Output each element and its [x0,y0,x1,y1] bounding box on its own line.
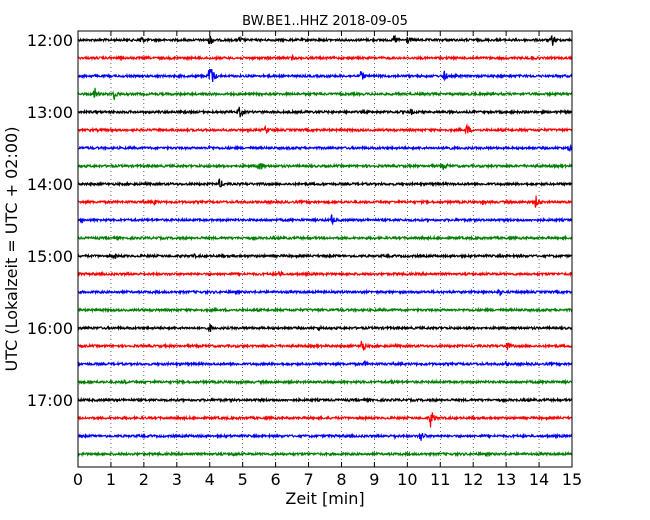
trace-1415 [77,195,573,208]
y-tick-label: 13:00 [27,103,73,122]
trace-1330 [77,143,573,153]
x-tick-label: 10 [397,470,417,489]
trace-1715 [77,412,573,428]
x-tick-label: 12 [463,470,483,489]
x-tick-label: 0 [73,470,83,489]
y-tick-label: 16:00 [27,319,73,338]
trace-1345 [77,162,573,170]
trace-1400 [77,178,573,188]
x-tick-label: 5 [238,470,248,489]
x-axis-ticks: 0 1 2 3 4 5 6 7 8 9 10 11 12 13 14 15 [73,31,582,489]
x-tick-label: 6 [271,470,281,489]
y-axis-ticks: 12:00 13:00 14:00 15:00 16:00 17:00 [27,31,572,410]
trace-1530 [77,288,573,297]
y-tick-label: 15:00 [27,247,73,266]
trace-1700 [77,396,573,404]
trace-1645 [77,378,573,386]
vertical-grid [110,31,540,467]
x-tick-label: 7 [303,470,313,489]
x-tick-label: 15 [562,470,582,489]
x-tick-label: 9 [369,470,379,489]
y-tick-label: 12:00 [27,31,73,50]
y-axis-label: UTC (Lokalzeit = UTC + 02:00) [2,127,21,372]
trace-1245 [77,87,573,101]
y-tick-label: 14:00 [27,175,73,194]
trace-1730 [77,432,573,441]
trace-1315 [77,123,573,135]
trace-1615 [77,340,573,351]
trace-1630 [77,360,573,368]
trace-1545 [77,306,573,314]
plot-frame [77,30,573,468]
trace-1445 [77,234,573,242]
x-tick-label: 1 [106,470,116,489]
seismogram-traces [77,34,573,458]
x-tick-label: 11 [430,470,450,489]
trace-1200 [77,34,573,46]
trace-1600 [77,323,573,333]
trace-1745 [77,450,573,458]
trace-1230 [77,68,573,82]
x-tick-label: 3 [172,470,182,489]
x-tick-label: 14 [529,470,549,489]
x-tick-label: 8 [336,470,346,489]
trace-1430 [77,214,573,226]
y-tick-label: 17:00 [27,391,73,410]
trace-1300 [77,106,573,118]
x-axis-label: Zeit [min] [285,489,364,508]
trace-1215 [77,53,573,62]
chart-title: BW.BE1..HHZ 2018-09-05 [242,14,408,29]
x-tick-label: 4 [205,470,215,489]
trace-1500 [77,252,573,260]
trace-1515 [77,270,573,278]
x-tick-label: 2 [139,470,149,489]
x-tick-label: 13 [496,470,516,489]
